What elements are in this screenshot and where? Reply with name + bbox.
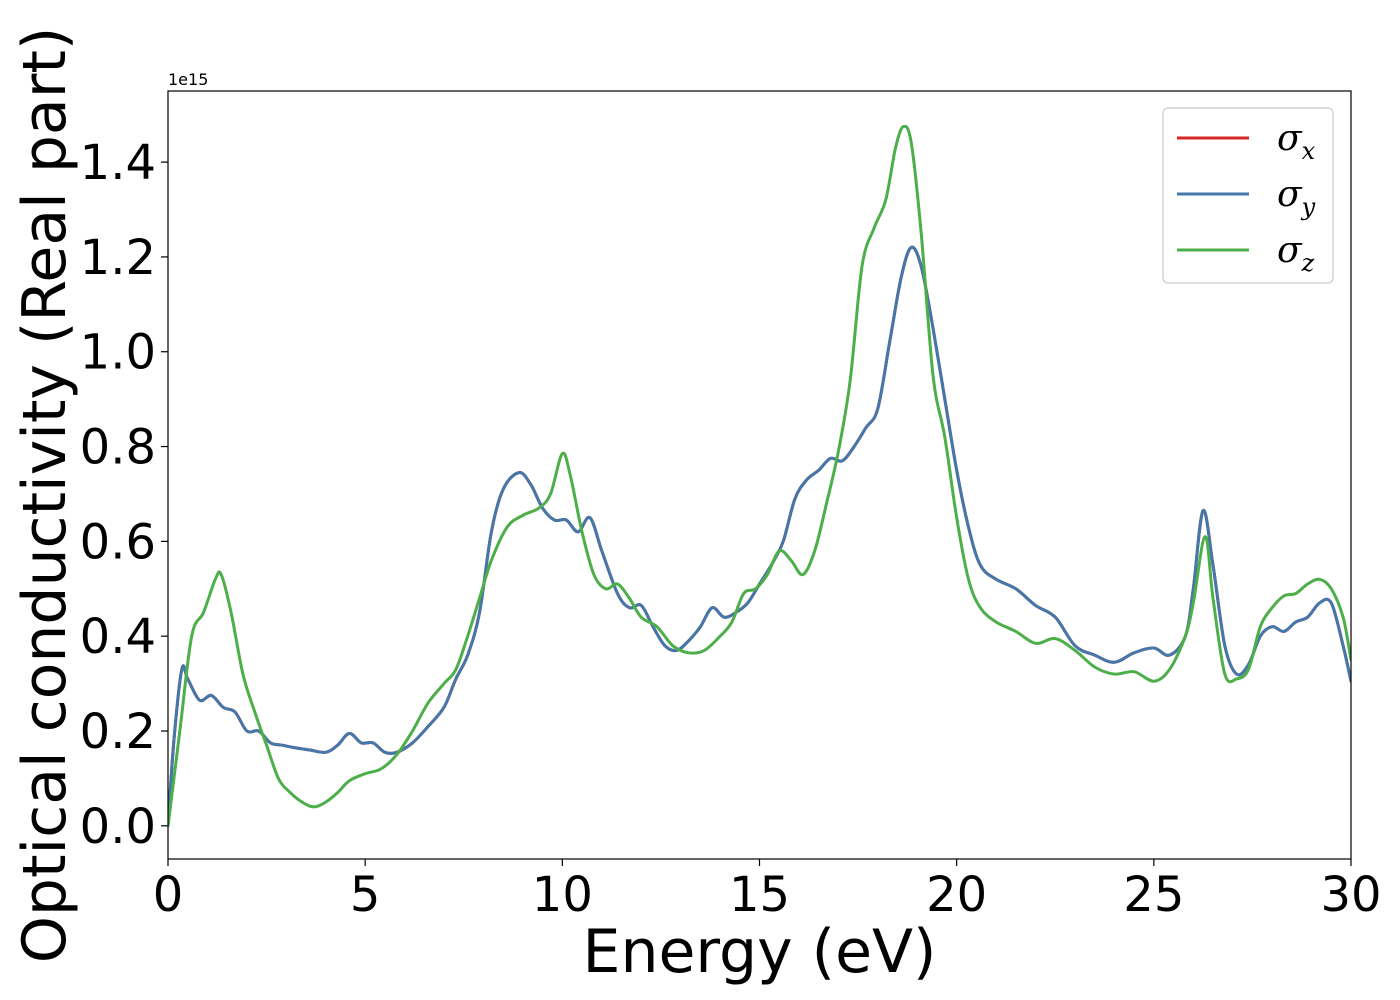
y-tick-label: 0.2 [80, 704, 156, 760]
series-line-x [168, 245, 1351, 828]
y-tick-label: 1.2 [80, 230, 156, 286]
y-axis-offset-label: 1e15 [168, 70, 208, 89]
series-line-y [168, 245, 1351, 828]
series-line-z [168, 124, 1351, 828]
x-tick-label: 15 [729, 867, 790, 923]
series-lines [168, 124, 1351, 828]
y-axis-label: Optical conductivity (Real part) [10, 27, 80, 964]
legend-label-y: σy [1277, 174, 1316, 221]
x-tick-label: 0 [153, 867, 184, 923]
y-tick-label: 0.0 [80, 799, 156, 855]
x-tick-label: 10 [532, 867, 593, 923]
legend: σx σy σz [1162, 107, 1334, 284]
x-axis-ticks: 0 5 10 15 20 25 30 [153, 859, 1382, 923]
y-tick-label: 0.6 [80, 514, 156, 570]
y-tick-label: 1.0 [80, 325, 156, 381]
y-axis-ticks: 0.0 0.2 0.4 0.6 0.8 1.0 1.2 1.4 [80, 135, 168, 855]
legend-label-x: σx [1277, 118, 1316, 165]
y-tick-label: 1.4 [80, 135, 156, 191]
legend-label-z: σz [1277, 230, 1315, 277]
x-tick-label: 25 [1123, 867, 1184, 923]
x-tick-label: 20 [926, 867, 987, 923]
x-tick-label: 30 [1320, 867, 1381, 923]
x-axis-label: Energy (eV) [583, 917, 937, 987]
x-tick-label: 5 [350, 867, 381, 923]
y-tick-label: 0.8 [80, 420, 156, 476]
y-tick-label: 0.4 [80, 609, 156, 665]
